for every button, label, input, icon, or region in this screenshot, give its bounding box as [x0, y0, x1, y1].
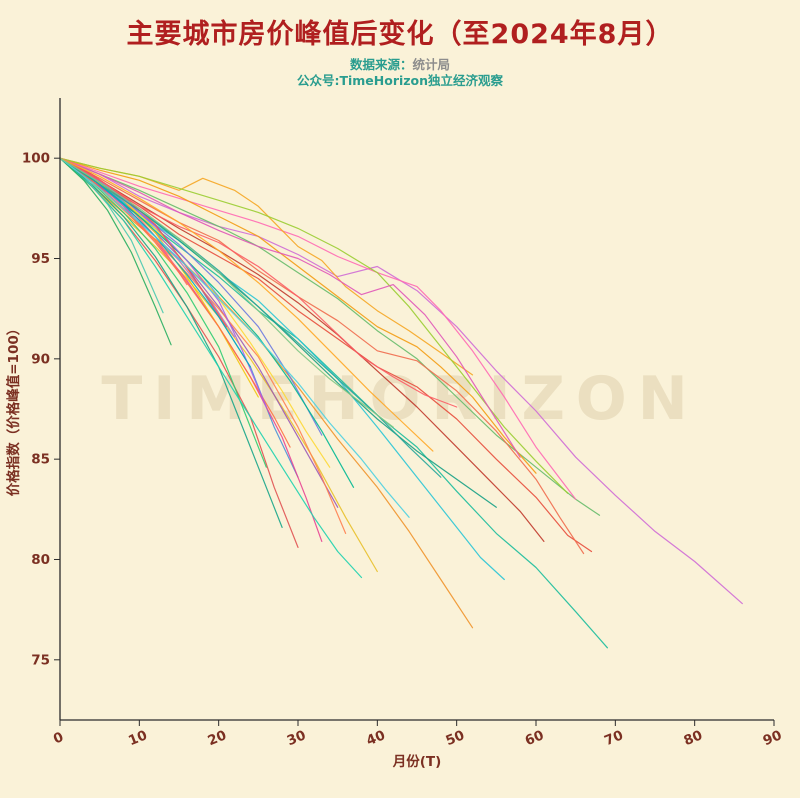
series-line — [59, 157, 363, 579]
series-line — [59, 157, 474, 376]
series-line — [59, 157, 299, 549]
series-line — [59, 157, 394, 428]
x-tick-label: 70 — [602, 728, 625, 750]
series-line — [59, 157, 577, 501]
series-line — [59, 157, 323, 543]
y-tick-label: 85 — [31, 452, 50, 468]
series-line — [59, 157, 378, 573]
x-axis-label: 月份(T) — [392, 753, 442, 770]
series-line — [59, 157, 291, 448]
series-line — [59, 157, 434, 452]
series-line — [59, 157, 347, 535]
series-line — [59, 157, 339, 509]
series-line — [59, 157, 251, 368]
series-line — [59, 157, 458, 408]
data-source-value: 统计局 — [412, 57, 451, 72]
x-tick-label: 90 — [761, 728, 784, 750]
series-line — [59, 157, 601, 517]
series-line — [59, 157, 608, 649]
series-line — [59, 157, 442, 479]
series-line — [59, 157, 569, 495]
x-tick-label: 40 — [364, 728, 387, 750]
x-tick-label: 60 — [523, 728, 546, 750]
series-line — [59, 157, 172, 346]
chart-area: TIMEHORIZON 75 80 85 90 95 100 0 10 20 30 40 50 60 70… — [2, 88, 798, 778]
y-tick-label: 100 — [22, 151, 50, 167]
series-line — [59, 157, 228, 328]
y-tick-label: 75 — [31, 653, 50, 669]
series-line — [59, 157, 537, 475]
data-source-line: 数据来源：统计局 — [0, 57, 800, 73]
series-line — [59, 157, 299, 479]
data-source-label: 数据来源： — [349, 57, 413, 72]
x-tick-label: 30 — [285, 728, 308, 750]
price-index-line-chart: 75 80 85 90 95 100 0 10 20 30 40 50 60 70 80 90 月份(T) 价格指… — [5, 98, 784, 770]
y-tick-label: 80 — [31, 552, 50, 568]
page-title: 主要城市房价峰值后变化（至2024年8月） — [126, 19, 674, 50]
series-line — [59, 157, 585, 555]
series-line — [59, 157, 283, 529]
y-axis-label: 价格指数（价格峰值=100） — [5, 322, 22, 497]
x-tick-label: 10 — [126, 728, 149, 750]
x-tick-label: 0 — [51, 729, 66, 747]
series-line — [59, 157, 259, 398]
series-line — [59, 157, 267, 469]
series-line — [59, 157, 593, 553]
series-line — [59, 157, 267, 408]
series-line — [59, 157, 545, 543]
y-tick-label: 90 — [31, 352, 50, 368]
y-tick-label: 95 — [31, 251, 50, 267]
x-tick-label: 50 — [443, 728, 466, 750]
wechat-account-label: 公众号:TimeHorizon独立经济观察 — [296, 72, 504, 88]
series-line — [59, 157, 474, 629]
series-line — [59, 157, 355, 489]
x-tick-label: 80 — [681, 728, 704, 750]
series-line — [59, 157, 410, 519]
x-tick-label: 20 — [205, 728, 228, 750]
series-line — [59, 157, 521, 459]
